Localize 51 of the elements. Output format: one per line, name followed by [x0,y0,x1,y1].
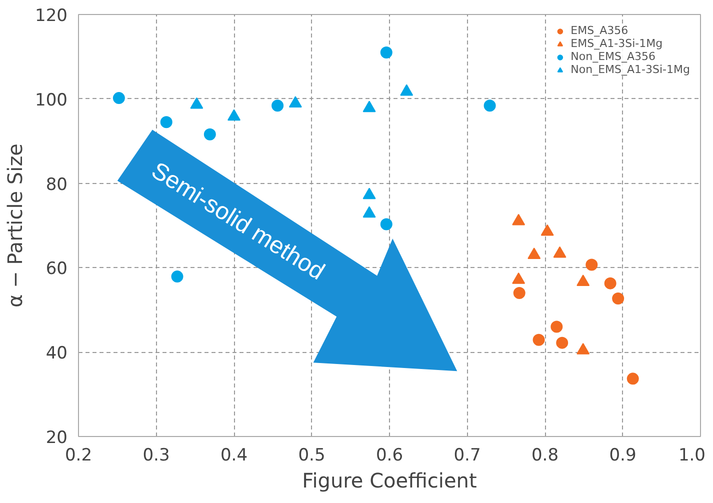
point [204,128,216,140]
y-tick-label: 100 [35,90,68,110]
point [532,334,545,346]
point [626,372,639,385]
point [190,97,204,109]
point [484,100,496,112]
x-tick-label: 0.9 [609,446,636,466]
point [528,248,541,260]
point [553,246,566,258]
y-tick-label: 20 [46,428,68,448]
point [362,188,376,200]
x-tick-label: 0.2 [64,446,92,466]
point [513,287,526,300]
point [586,258,598,271]
point [576,274,590,286]
legend-label: Non_EMS_A356 [570,50,656,63]
x-axis-title: Figure Coefficient [302,468,477,492]
x-tick-label: 0.3 [142,446,170,466]
point [512,214,526,226]
point [380,46,392,58]
x-tick-label: 0.5 [298,446,326,466]
y-tick-label: 60 [46,259,68,280]
point [512,272,526,284]
x-tick-label: 0.4 [220,446,248,466]
point [160,116,172,128]
point [556,336,568,349]
point [604,277,616,290]
point [550,320,563,333]
point [228,109,240,121]
point [362,206,376,218]
point [612,292,624,304]
y-axis-title: α − Particle Size [3,144,28,308]
y-tick-label: 80 [46,174,68,195]
point [576,342,590,354]
legend-label: Non_EMS_A1-3Si-1Mg [570,63,690,76]
point [171,270,184,283]
point [380,218,392,230]
legend-label: EMS_A1-3Si-1Mg [570,37,663,50]
y-tick-label: 120 [35,6,68,26]
point [540,224,554,236]
point [288,96,302,108]
x-tick-label: 0.8 [531,446,559,466]
x-tick-label: 0.6 [376,446,404,466]
x-tick-label: 1.0 [678,446,706,466]
legend-label: EMS_A356 [570,24,628,37]
point [362,100,376,112]
point [400,84,414,96]
y-tick-label: 40 [46,344,68,364]
x-tick-label: 0.7 [454,446,481,466]
point [272,100,284,112]
point [112,92,125,104]
